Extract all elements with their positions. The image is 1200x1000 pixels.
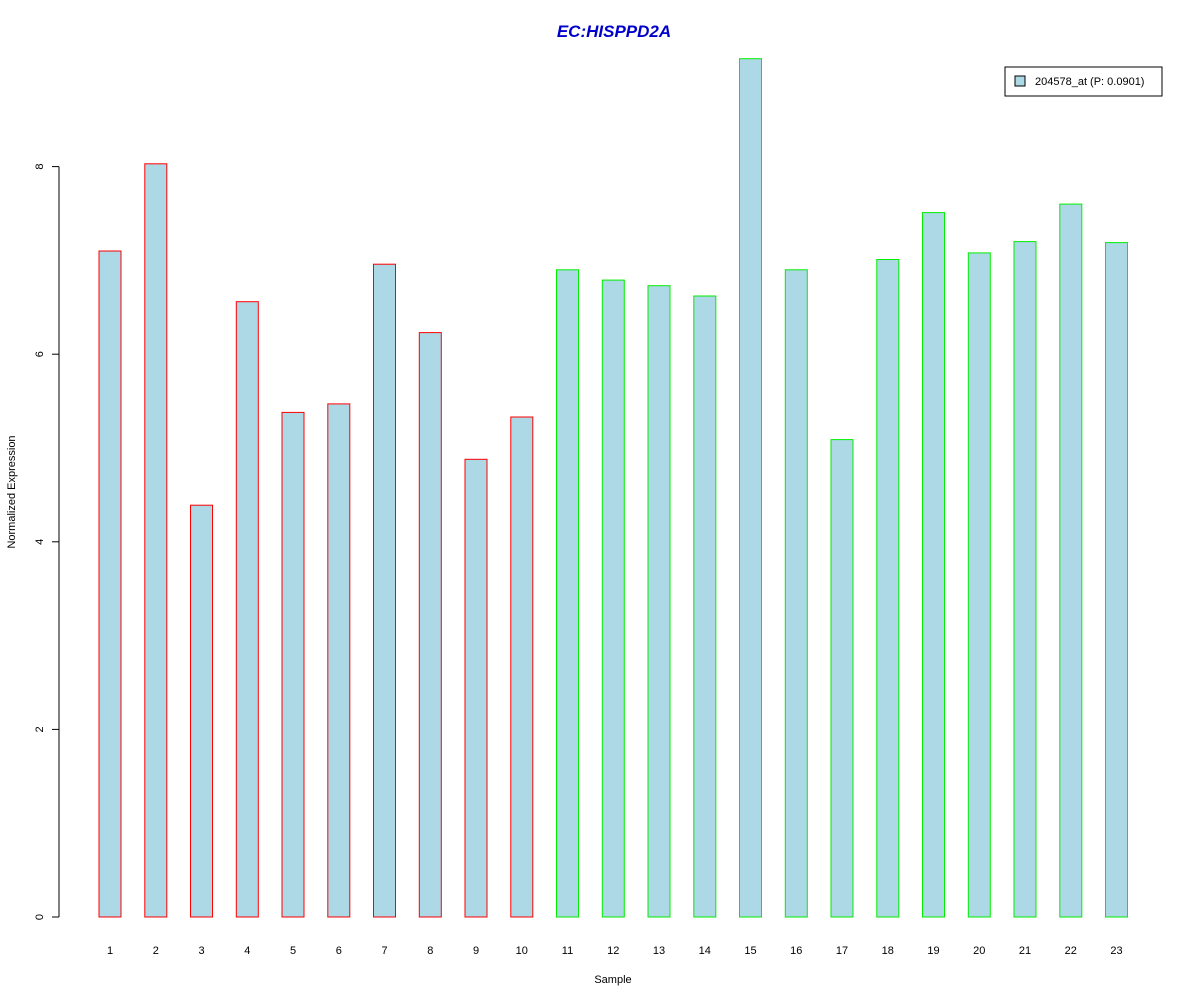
- x-axis-tick-label: 23: [1110, 945, 1122, 957]
- bar-sample-5: [281, 411, 305, 918]
- bar-sample-18: [876, 259, 900, 918]
- bar-sample-22: [1059, 203, 1083, 918]
- chart-title: EC:HISPPD2A: [557, 22, 671, 41]
- x-axis-tick-labels: 1 2 3 4 5 6 7 8 9 10 11 12 13 14 15 16 17 18 19 20 21 22 23: [107, 945, 1123, 957]
- x-axis-tick-label: 3: [198, 945, 204, 957]
- x-axis-tick-label: 21: [1019, 945, 1031, 957]
- bar-sample-12: [601, 279, 625, 918]
- x-axis-tick-label: 9: [473, 945, 479, 957]
- bar-sample-2: [144, 163, 168, 918]
- y-axis-tick-label: 2: [34, 726, 46, 732]
- x-axis-label: Sample: [594, 974, 631, 986]
- x-axis-tick-label: 10: [516, 945, 528, 957]
- x-axis-tick-label: 6: [336, 945, 342, 957]
- y-axis-tick-label: 4: [34, 539, 46, 545]
- y-axis-tick-label: 6: [34, 351, 46, 357]
- bar-sample-14: [693, 295, 717, 918]
- bar-sample-13: [647, 285, 671, 918]
- bar-sample-7: [373, 263, 396, 918]
- x-axis-tick-label: 18: [882, 945, 894, 957]
- bar-sample-15: [739, 58, 762, 918]
- bar-sample-4: [235, 301, 259, 918]
- y-axis-tick-label: 8: [34, 164, 46, 170]
- bar-sample-1: [98, 250, 122, 918]
- bar-sample-17: [830, 439, 854, 918]
- bar-sample-6: [327, 403, 351, 918]
- x-axis-tick-label: 8: [427, 945, 433, 957]
- legend: 204578_at (P: 0.0901): [1004, 66, 1163, 97]
- bar-series: [98, 58, 1128, 918]
- bar-sample-11: [556, 269, 579, 918]
- bar-sample-3: [190, 504, 213, 918]
- x-axis-tick-label: 5: [290, 945, 296, 957]
- y-axis: 0 2 4 6 8: [34, 164, 60, 920]
- x-axis-tick-label: 1: [107, 945, 113, 957]
- legend-box: [1004, 66, 1163, 97]
- x-axis-tick-label: 14: [699, 945, 711, 957]
- x-axis-tick-label: 17: [836, 945, 848, 957]
- bar-sample-10: [510, 416, 534, 918]
- x-axis-tick-label: 15: [744, 945, 756, 957]
- y-axis-label: Normalized Expression: [6, 435, 18, 548]
- x-axis-tick-label: 22: [1065, 945, 1077, 957]
- x-axis-tick-label: 13: [653, 945, 665, 957]
- x-axis-tick-label: 20: [973, 945, 985, 957]
- x-axis-tick-label: 4: [244, 945, 250, 957]
- x-axis-tick-label: 7: [381, 945, 387, 957]
- x-axis-tick-label: 2: [153, 945, 159, 957]
- bar-sample-8: [418, 332, 442, 918]
- bar-sample-20: [967, 252, 991, 918]
- bar-sample-23: [1105, 242, 1128, 918]
- y-axis-tick-label: 0: [34, 914, 46, 920]
- legend-swatch: [1014, 75, 1026, 87]
- x-axis-tick-label: 11: [562, 945, 573, 957]
- bar-sample-9: [464, 458, 488, 918]
- x-axis-tick-label: 19: [927, 945, 939, 957]
- legend-label: 204578_at (P: 0.0901): [1035, 76, 1144, 88]
- bar-sample-16: [784, 269, 808, 918]
- bar-sample-21: [1013, 241, 1037, 918]
- x-axis-tick-label: 12: [607, 945, 619, 957]
- bar-sample-19: [922, 212, 945, 918]
- x-axis-tick-label: 16: [790, 945, 802, 957]
